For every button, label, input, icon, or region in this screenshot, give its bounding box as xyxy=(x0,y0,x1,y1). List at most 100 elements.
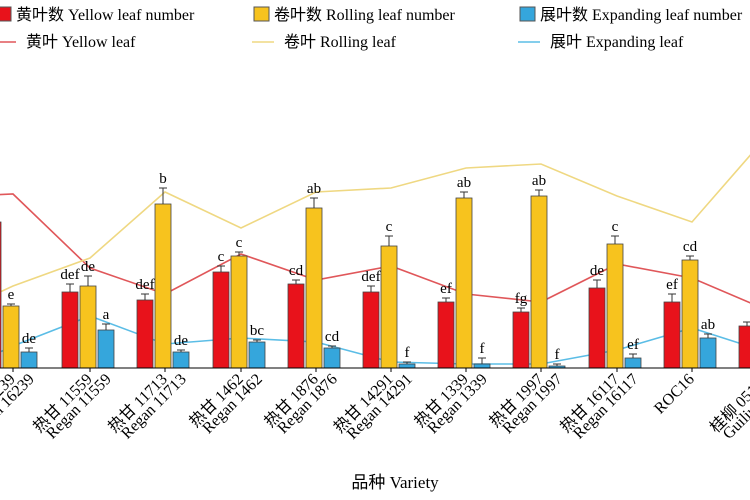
error-bar-s2-c9 xyxy=(704,333,712,338)
bar-s2-c1 xyxy=(97,329,115,369)
legend-swatch-bar-2 xyxy=(519,6,536,22)
bar-s0-c5 xyxy=(362,291,380,369)
bar-s0-c3 xyxy=(212,271,230,369)
error-bar-s1-c0 xyxy=(7,303,15,306)
error-bar-s2-c5 xyxy=(403,361,411,364)
significance-letter-s2-c1: a xyxy=(103,307,110,323)
error-bar-s1-c9 xyxy=(686,255,694,260)
error-bar-s1-c2 xyxy=(159,187,167,204)
bar-s0-c10 xyxy=(738,325,750,369)
bar-s0-c4 xyxy=(287,283,305,369)
legend-label-bar-0: 黄叶数 Yellow leaf number xyxy=(16,6,195,24)
significance-letter-s2-c8: ef xyxy=(627,337,639,353)
significance-letter-s2-c2: de xyxy=(174,333,189,349)
significance-letter-s1-c3: c xyxy=(236,235,243,251)
error-bar-s1-c8 xyxy=(611,235,619,244)
significance-letter-s0-c3: c xyxy=(218,249,225,265)
significance-letter-s1-c1: de xyxy=(81,259,96,275)
legend-label-bar-2: 展叶数 Expanding leaf number xyxy=(540,6,743,24)
significance-letter-s2-c3: bc xyxy=(250,323,265,339)
legend-label-line-1: 卷叶 Rolling leaf xyxy=(284,33,397,51)
bar-s0-c2 xyxy=(136,299,154,369)
bar-s0-c0 xyxy=(0,221,2,369)
error-bar-s0-c3 xyxy=(217,265,225,272)
significance-letter-s2-c4: cd xyxy=(325,329,340,345)
bar-s2-c2 xyxy=(172,351,190,369)
legend-label-line-0: 黄叶 Yellow leaf xyxy=(26,33,136,51)
significance-letter-s2-c6: f xyxy=(480,341,485,357)
bar-series-group: adefdefccddefeffgdeefedebcabcababccddead… xyxy=(0,171,750,369)
legend-swatch-bar-1 xyxy=(253,6,270,22)
bar-s1-c6 xyxy=(455,197,473,369)
bar-s0-c8 xyxy=(588,287,606,369)
legend: 黄叶数 Yellow leaf number 卷叶数 Rolling leaf n… xyxy=(0,6,743,51)
error-bar-s2-c6 xyxy=(478,357,486,364)
error-bar-s2-c2 xyxy=(177,349,185,352)
significance-letter-s2-c9: ab xyxy=(701,317,715,333)
bar-s0-c1 xyxy=(61,291,79,369)
bar-s1-c0 xyxy=(2,305,20,369)
error-bar-s0-c7 xyxy=(517,307,525,312)
error-bar-s2-c7 xyxy=(553,363,561,366)
error-bar-s2-c3 xyxy=(253,339,261,342)
significance-letter-s0-c9: ef xyxy=(666,277,678,293)
error-bar-s2-c8 xyxy=(629,353,637,358)
error-bar-s2-c0 xyxy=(25,347,33,352)
bar-s1-c1 xyxy=(79,285,97,369)
bar-s1-c2 xyxy=(154,203,172,369)
error-bar-s0-c1 xyxy=(66,283,74,292)
bar-s2-c5 xyxy=(398,363,416,369)
significance-letter-s0-c7: fg xyxy=(515,291,528,307)
error-bar-s1-c6 xyxy=(460,191,468,198)
line-series-1 xyxy=(0,154,750,293)
bar-s0-c9 xyxy=(663,301,681,369)
significance-letter-s2-c7: f xyxy=(555,347,560,363)
error-bar-s0-c6 xyxy=(442,297,450,302)
bar-s2-c4 xyxy=(323,347,341,369)
significance-letter-s2-c0: de xyxy=(22,331,37,347)
bar-s1-c5 xyxy=(380,245,398,369)
bar-s2-c8 xyxy=(624,357,642,369)
significance-letter-s1-c7: ab xyxy=(532,173,546,189)
error-bar-s2-c4 xyxy=(328,345,336,348)
error-bar-s1-c7 xyxy=(535,189,543,196)
error-bar-s0-c4 xyxy=(292,279,300,284)
significance-letter-s1-c4: ab xyxy=(307,181,321,197)
bar-s1-c3 xyxy=(230,255,248,369)
error-bar-s1-c3 xyxy=(235,251,243,256)
bar-s1-c8 xyxy=(606,243,624,369)
significance-letter-s0-c5: def xyxy=(361,269,380,285)
significance-letter-s0-c6: ef xyxy=(440,281,452,297)
x-axis-label: 品种 Variety xyxy=(351,473,439,492)
error-bar-s0-c8 xyxy=(593,279,601,288)
bar-s2-c9 xyxy=(699,337,717,369)
significance-letter-s1-c2: b xyxy=(159,171,167,187)
line-series-0 xyxy=(0,193,750,304)
error-bar-s0-c2 xyxy=(141,293,149,300)
legend-label-line-2: 展叶 Expanding leaf xyxy=(550,33,684,51)
bar-s1-c7 xyxy=(530,195,548,369)
significance-letter-s0-c2: def xyxy=(135,277,154,293)
bar-s1-c9 xyxy=(681,259,699,369)
bar-s2-c6 xyxy=(473,363,491,369)
error-bar-s1-c4 xyxy=(310,197,318,208)
significance-letter-s1-c9: cd xyxy=(683,239,698,255)
significance-letter-s0-c8: de xyxy=(590,263,605,279)
significance-letter-s0-c4: cd xyxy=(289,263,304,279)
bar-s2-c0 xyxy=(20,351,38,369)
significance-letter-s2-c5: f xyxy=(405,345,410,361)
error-bar-s0-c10 xyxy=(743,321,750,326)
significance-letter-s1-c8: c xyxy=(612,219,619,235)
error-bar-s0-c9 xyxy=(668,293,676,302)
significance-letter-s1-c0: e xyxy=(8,287,15,303)
bar-s0-c7 xyxy=(512,311,530,369)
error-bar-s2-c1 xyxy=(102,323,110,330)
error-bar-s0-c5 xyxy=(367,285,375,292)
x-tick-label-cn-9: ROC16 xyxy=(651,371,698,418)
significance-letter-s1-c5: c xyxy=(386,219,393,235)
bar-s1-c4 xyxy=(305,207,323,369)
bar-s2-c3 xyxy=(248,341,266,369)
significance-letter-s0-c1: def xyxy=(60,267,79,283)
bar-s0-c6 xyxy=(437,301,455,369)
